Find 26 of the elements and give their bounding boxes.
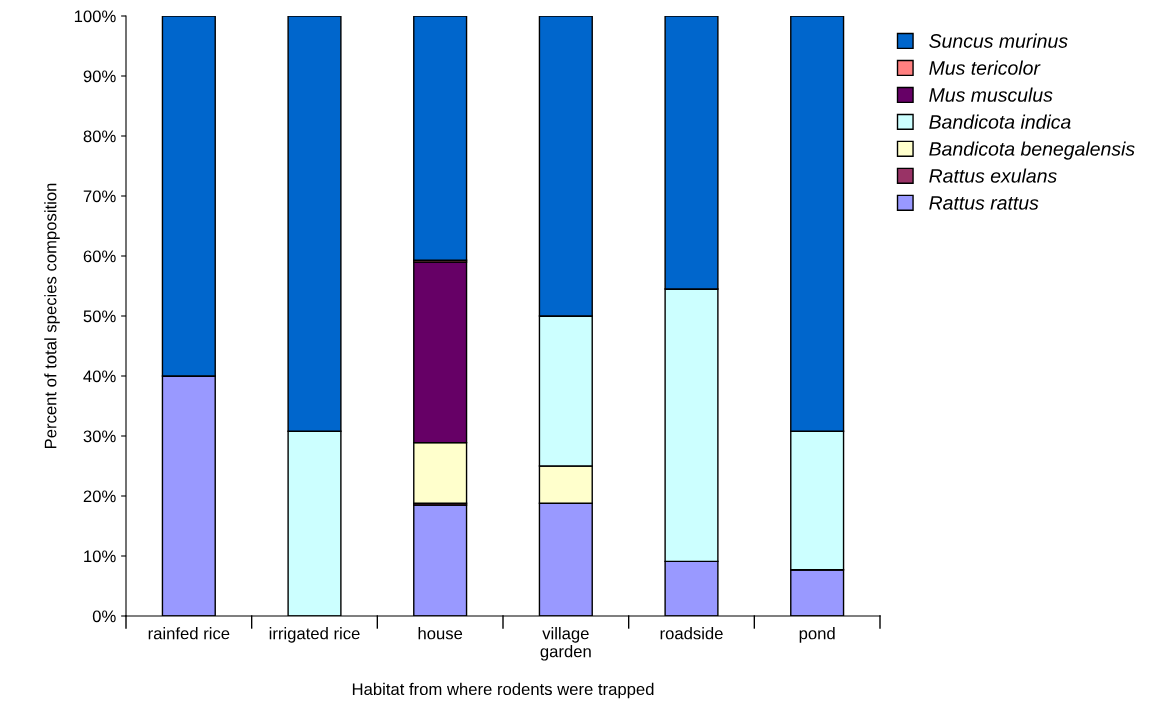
legend-label: Mus musculus [929, 87, 1053, 102]
legend-label: Rattus rattus [929, 196, 1039, 210]
x-axis-title: Habitat from where rodents were trapped [352, 682, 654, 699]
y-tick-label: 30% [83, 430, 116, 443]
x-tick-label: irrigated rice [269, 627, 360, 643]
legend-label: Bandicota indica [929, 114, 1071, 129]
y-axis-title: Percent of total species composition [44, 183, 60, 449]
legend-label: Rattus exulans [929, 168, 1057, 183]
y-tick-label: 60% [83, 250, 116, 263]
y-tick-label: 50% [83, 310, 116, 323]
y-tick-label: 100% [74, 10, 116, 23]
y-tick-label: 80% [83, 130, 116, 143]
y-tick-label: 40% [83, 370, 116, 383]
y-tick-label: 70% [83, 190, 116, 203]
legend-label: Bandicota benegalensis [929, 141, 1135, 160]
y-tick-label: 90% [83, 70, 116, 83]
y-tick-label: 20% [83, 490, 116, 503]
x-tick-label: village garden [540, 627, 591, 661]
x-tick-label: rainfed rice [148, 627, 230, 640]
legend-label: Mus tericolor [929, 60, 1041, 75]
x-tick-label: roadside [660, 627, 723, 640]
legend-label: Suncus murinus [929, 33, 1068, 48]
y-tick-label: 0% [92, 610, 116, 623]
y-tick-label: 10% [84, 550, 116, 563]
x-tick-label: pond [799, 627, 835, 643]
x-tick-label: house [418, 627, 463, 640]
